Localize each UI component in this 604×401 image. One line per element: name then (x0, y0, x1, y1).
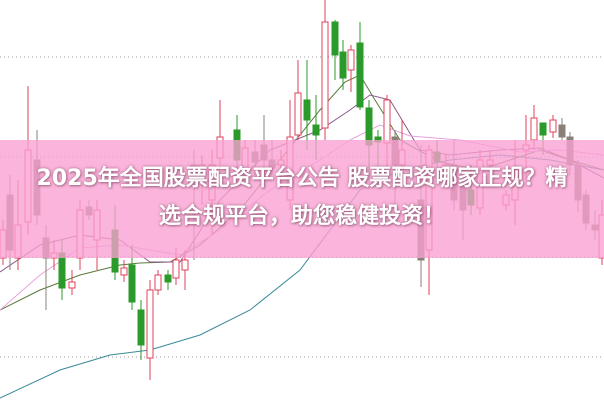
candle-body (530, 117, 538, 141)
candle-body (303, 99, 311, 121)
candle-body (331, 21, 339, 56)
headline-banner (0, 140, 604, 258)
candle-body (128, 264, 136, 303)
candle-body (321, 21, 329, 129)
candle-body (164, 274, 172, 283)
candle-body (339, 51, 347, 79)
candle-body (356, 42, 364, 108)
candle-body (383, 99, 391, 144)
candle-body (294, 92, 302, 136)
candle-body (137, 309, 145, 346)
candle-body (347, 49, 355, 71)
candle-body (558, 124, 566, 138)
candle-body (312, 124, 320, 136)
candle-body (539, 122, 547, 136)
candle-body (120, 267, 128, 276)
candle-body (154, 274, 162, 291)
candle-body (181, 259, 189, 271)
candle-body (172, 259, 180, 279)
candle-body (68, 281, 76, 289)
headline-text: 2025年全国股票配资平台公告 股票配资哪家正规？精选合规平台，助您稳健投资！ (36, 166, 568, 229)
candle-body (549, 119, 557, 133)
candle-body (58, 252, 66, 289)
candle-body (146, 289, 154, 359)
